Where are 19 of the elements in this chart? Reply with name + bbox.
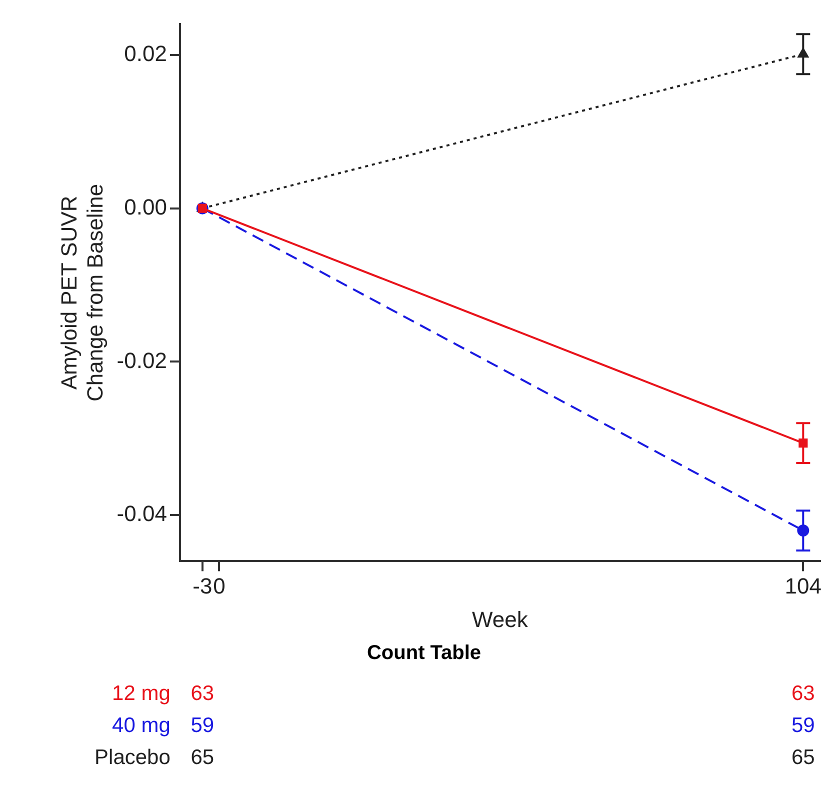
text: 40 mg: [112, 714, 170, 738]
text: 63: [790, 682, 816, 706]
x-tick-label: -3: [192, 573, 212, 598]
text: 65: [790, 746, 816, 770]
text: 59: [790, 714, 816, 738]
text: 59: [190, 714, 214, 737]
text: 65: [190, 746, 214, 769]
y-tick-label: 0.00: [124, 194, 167, 220]
x-tick-label: 104: [784, 573, 822, 598]
text: Count Table: [366, 642, 482, 665]
y-tick-label: -0.02: [116, 348, 167, 373]
text: 63: [190, 682, 214, 705]
y-tick-label: 0.02: [124, 40, 167, 66]
y-tick-label: -0.04: [116, 501, 167, 526]
y-axis-title: Amyloid PET SUVR Change from Baseline: [56, 184, 108, 402]
text: Placebo: [94, 746, 170, 770]
x-axis-title: Week: [472, 606, 529, 632]
text: 12 mg: [112, 682, 170, 706]
x-tick-label: 0: [213, 573, 226, 598]
